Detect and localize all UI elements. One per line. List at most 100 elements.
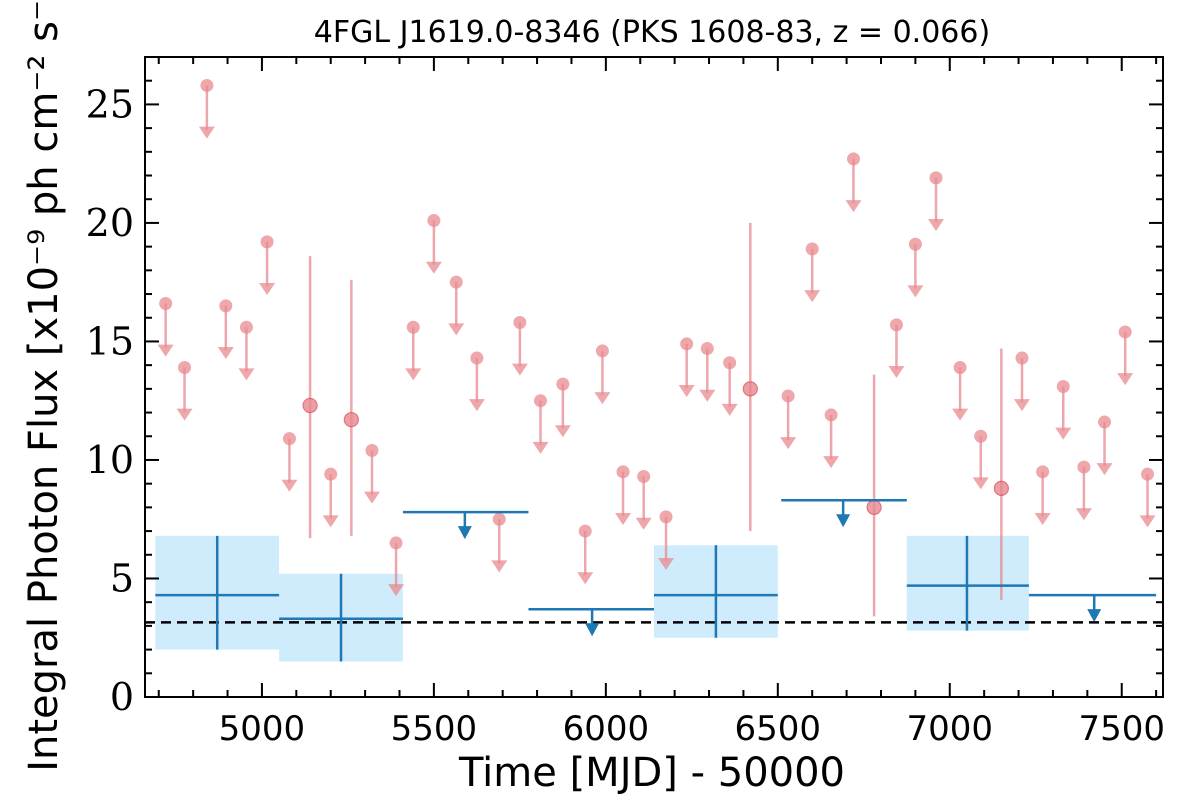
fine-upper-limit-arrowhead [780,437,797,450]
fine-upper-limit-arrowhead [425,261,442,274]
fine-upper-limit-arrowhead [823,456,840,469]
fine-upper-limit-arrowhead [1034,512,1051,525]
fine-detection-point [866,499,882,515]
x-tick-label: 7000 [907,709,994,749]
fine-upper-limit-arrowhead [1096,463,1113,476]
fine-detection-point [343,412,359,428]
fine-upper-limit-point [178,361,192,375]
fine-upper-limit-point [637,470,651,484]
y-tick-label: 10 [86,438,134,482]
fine-upper-limit-arrowhead [363,491,380,504]
fine-upper-limit-arrowhead [448,323,465,336]
fine-upper-limit-point [908,237,922,251]
fine-upper-limit-point [846,152,860,166]
fine-upper-limit-arrowhead [259,283,276,296]
fine-upper-limit-arrowhead [888,366,905,378]
fine-upper-limit-arrowhead [721,403,738,416]
fine-upper-limit-point [1077,460,1091,474]
fine-upper-limit-point [1056,379,1070,393]
fine-upper-limit-point [534,394,548,408]
fine-upper-limit-point [239,320,253,334]
fine-upper-limit-point [781,389,795,403]
fine-upper-limit-point [219,299,233,313]
fine-upper-limit-arrowhead [1075,508,1092,521]
fine-upper-limit-arrowhead [532,441,549,454]
fine-upper-limit-point [365,443,379,457]
y-tick-label: 15 [86,319,134,363]
fine-upper-limit-point [324,467,338,481]
fine-upper-limit-arrowhead [615,512,632,525]
fine-upper-limit-arrowhead [594,392,611,405]
fine-upper-limit-point [513,315,527,329]
fine-upper-limit-point [1098,415,1112,429]
coarse-upper-limit-arrowhead [836,514,851,528]
fine-upper-limit-arrowhead [804,290,821,303]
fine-upper-limit-point [929,171,943,185]
fine-upper-limit-arrowhead [845,200,862,213]
x-tick-label: 6000 [563,709,650,749]
plot-frame [144,56,1164,698]
fine-detection-point [993,480,1009,497]
fine-upper-limit-point [159,297,173,311]
fine-upper-limit-arrowhead [952,408,969,421]
fine-upper-limit-arrowhead [198,126,215,139]
fine-upper-limit-arrowhead [511,363,528,376]
fine-upper-limit-point [1036,465,1050,479]
fine-upper-limit-arrowhead [928,219,945,232]
fine-upper-limit-point [470,351,484,365]
fine-upper-limit-point [700,342,714,356]
fine-upper-limit-point [427,214,441,228]
y-tick-label: 20 [86,201,134,245]
fine-upper-limit-point [974,429,988,443]
y-axis-label: Integral Photon Flux [x10⁻⁹ ph cm⁻² s⁻¹] [21,0,67,772]
coarse-upper-limit-arrowhead [585,623,600,637]
fine-upper-limit-arrowhead [176,408,193,421]
fine-upper-limit-point [680,337,694,351]
fine-upper-limit-arrowhead [1013,399,1030,412]
fine-upper-limit-point [492,512,506,526]
fine-upper-limit-arrowhead [322,515,339,528]
fine-upper-limit-point [578,524,592,538]
fine-upper-limit-point [556,377,570,391]
x-tick-label: 6500 [735,709,822,749]
fine-upper-limit-arrowhead [1139,515,1156,528]
fine-upper-limit-point [260,235,274,249]
x-tick-label: 7500 [1078,709,1165,749]
y-tick-label: 25 [86,82,134,126]
fine-upper-limit-point [1015,351,1029,365]
fine-upper-limit-arrowhead [907,285,924,298]
fine-upper-limit-point [595,344,609,358]
fine-upper-limit-arrowhead [238,368,255,381]
fine-detection-point [742,381,758,397]
fine-upper-limit-point [616,465,630,479]
fine-upper-limit-arrowhead [1117,373,1134,386]
fine-upper-limit-arrowhead [491,560,508,573]
fine-upper-limit-point [889,318,903,332]
fine-upper-limit-point [449,275,463,289]
fine-upper-limit-point [1118,325,1132,339]
fine-upper-limit-point [723,356,737,370]
fine-upper-limit-arrowhead [405,368,422,381]
fine-upper-limit-arrowhead [281,479,298,492]
coarse-upper-limit-arrowhead [1087,609,1102,623]
x-axis-label: Time [MJD] - 50000 [458,750,845,796]
chart-title: 4FGL J1619.0-8346 (PKS 1608-83, z = 0.06… [314,15,990,50]
fine-upper-limit-arrowhead [157,344,174,357]
fine-upper-limit-arrowhead [678,384,695,397]
fine-upper-limit-point [389,536,403,550]
fine-upper-limit-arrowhead [468,399,485,412]
y-tick-label: 0 [110,675,134,719]
fine-upper-limit-arrowhead [577,572,594,585]
fine-upper-limit-point [824,408,838,422]
fine-upper-limit-point [406,320,420,334]
fine-upper-limit-arrowhead [635,517,652,530]
fine-upper-limit-point [200,78,214,92]
fine-upper-limit-arrowhead [699,389,716,402]
x-tick-label: 5500 [391,709,478,749]
fine-detection-point [302,397,318,414]
coarse-upper-limit-arrowhead [457,526,472,540]
fine-upper-limit-point [659,510,673,524]
fine-upper-limit-point [1141,467,1155,481]
fine-upper-limit-point [282,432,296,446]
